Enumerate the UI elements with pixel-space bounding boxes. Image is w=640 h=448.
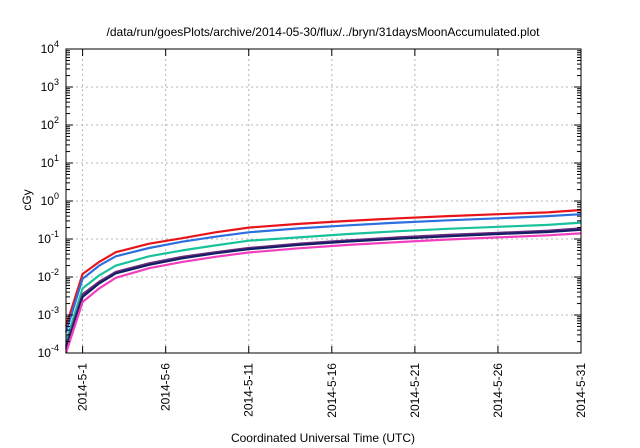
- series-line-1: [64, 208, 582, 327]
- y-tick-label: 104: [41, 39, 59, 56]
- grid-lines: [66, 49, 581, 353]
- x-tick-labels: 2014-5-1 2014-5-6 2014-5-11 2014-5-16 2014-5…: [76, 363, 588, 418]
- y-tick-labels: 10-4 10-3 10-2 10-1 100 101 102 103 104: [38, 39, 59, 360]
- series-line-2: [64, 213, 582, 333]
- series-line-5: [64, 228, 582, 350]
- x-tick-label: 2014-5-1: [76, 363, 90, 411]
- x-tick-label: 2014-5-11: [242, 363, 256, 417]
- x-tick-label: 2014-5-21: [408, 363, 422, 418]
- x-tick-label: 2014-5-16: [325, 363, 339, 418]
- x-axis-label: Coordinated Universal Time (UTC): [231, 431, 415, 445]
- x-tick-label: 2014-5-26: [491, 363, 505, 418]
- y-tick-label: 10-3: [38, 305, 59, 322]
- series-layer: [64, 208, 582, 354]
- series-line-4: [64, 227, 582, 347]
- y-tick-label: 103: [41, 77, 59, 94]
- y-tick-label: 10-4: [38, 343, 59, 360]
- x-tick-label: 2014-5-31: [574, 363, 588, 418]
- series-line-6: [64, 232, 582, 354]
- y-tick-label: 102: [41, 115, 59, 132]
- axis-ticks: [66, 48, 582, 354]
- y-tick-label: 100: [41, 191, 59, 208]
- plot-frame: [65, 48, 582, 354]
- series-line-3: [64, 221, 582, 342]
- y-tick-label: 10-2: [38, 267, 59, 284]
- y-axis-label: cGy: [20, 189, 34, 210]
- chart-title: /data/run/goesPlots/archive/2014-05-30/f…: [107, 25, 541, 39]
- x-tick-label: 2014-5-6: [159, 363, 173, 411]
- y-tick-label: 101: [41, 153, 59, 170]
- y-tick-label: 10-1: [38, 229, 59, 246]
